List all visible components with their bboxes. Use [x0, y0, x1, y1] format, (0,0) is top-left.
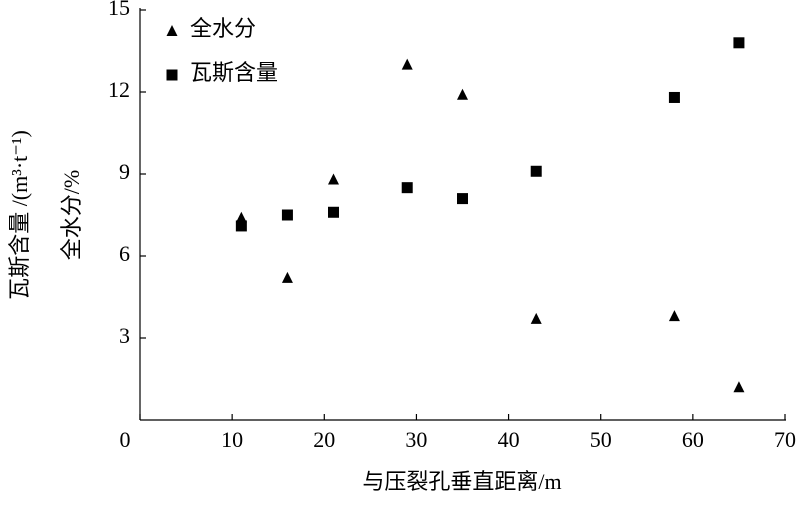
- triangle-marker: [401, 58, 413, 70]
- y-tick-label: 3: [119, 323, 130, 348]
- y-tick-label: 15: [108, 0, 130, 20]
- triangle-marker: [733, 381, 745, 393]
- triangle-marker: [530, 312, 542, 324]
- x-tick-label: 50: [590, 427, 612, 452]
- x-tick-label: 30: [405, 427, 427, 452]
- x-tick-label: 40: [498, 427, 520, 452]
- triangle-marker: [328, 173, 339, 185]
- y-tick-label: 12: [108, 77, 130, 102]
- triangle-marker: [281, 271, 293, 283]
- triangle-marker: [235, 211, 247, 223]
- triangle-marker: [166, 25, 178, 36]
- x-tick-label: 20: [313, 427, 335, 452]
- triangle-marker: [457, 88, 468, 100]
- square-marker: [457, 193, 468, 205]
- square-marker: [281, 209, 293, 221]
- legend-label: 瓦斯含量: [190, 60, 278, 85]
- square-marker: [733, 37, 745, 49]
- y-axis-label: 全水分/%: [59, 170, 84, 260]
- x-tick-label: 70: [774, 427, 796, 452]
- triangle-marker: [668, 310, 680, 322]
- y-axis-label: 瓦斯含量 /(m³·t⁻¹): [7, 130, 32, 300]
- square-marker: [530, 165, 542, 177]
- y-tick-label: 9: [119, 159, 130, 184]
- square-marker: [235, 220, 247, 232]
- y-tick-label: 6: [119, 241, 130, 266]
- square-marker: [668, 91, 680, 103]
- square-marker: [328, 206, 339, 218]
- x-tick-label: 60: [682, 427, 704, 452]
- x-tick-label: 10: [221, 427, 243, 452]
- legend-label: 全水分: [190, 16, 256, 41]
- square-marker: [166, 69, 178, 81]
- square-marker: [401, 182, 413, 194]
- x-axis-label: 与压裂孔垂直距离/m: [362, 469, 561, 494]
- x-tick-label: 0: [120, 427, 131, 452]
